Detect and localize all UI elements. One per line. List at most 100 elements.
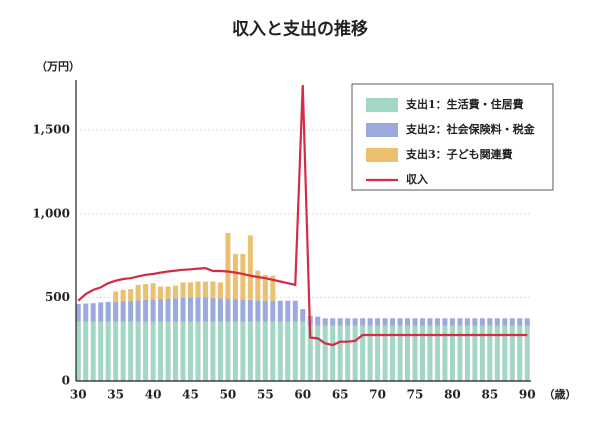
bar-segment	[240, 299, 246, 322]
x-tick-label: 60	[294, 388, 311, 402]
chart-title: 収入と支出の推移	[232, 19, 368, 40]
bar-segment	[457, 318, 463, 326]
x-tick-label: 70	[369, 388, 386, 402]
bar-segment	[352, 325, 358, 381]
bar-segment	[262, 321, 268, 381]
x-tick-label: 40	[145, 388, 162, 402]
legend-swatch	[366, 98, 398, 112]
bar-segment	[322, 325, 328, 381]
bar-segment	[412, 325, 418, 381]
bar-segment	[187, 321, 193, 381]
x-tick-label: 80	[444, 388, 461, 402]
bar-segment	[135, 300, 141, 322]
bar-segment	[150, 321, 156, 381]
legend-label: 支出1：生活費・住居費	[405, 97, 524, 111]
bar-segment	[352, 318, 358, 326]
bar-segment	[285, 300, 291, 322]
bar-segment	[487, 318, 493, 326]
bar-segment	[143, 321, 149, 381]
bar-segment	[419, 318, 425, 326]
bar-segment	[442, 325, 448, 381]
bar-segment	[434, 325, 440, 381]
bar-segment	[412, 318, 418, 326]
bar-segment	[345, 325, 351, 381]
bar-segment	[83, 321, 89, 381]
bar-segment	[180, 297, 186, 322]
x-tick-label: 35	[107, 388, 124, 402]
bar-segment	[517, 318, 523, 326]
bar-segment	[143, 284, 149, 300]
bar-segment	[330, 325, 336, 381]
bar-segment	[509, 318, 515, 326]
bar-segment	[240, 253, 246, 300]
bar-segment	[487, 325, 493, 381]
bar-segment	[232, 321, 238, 381]
bar-segment	[128, 289, 134, 301]
bar-segment	[517, 325, 523, 381]
bar-segment	[427, 318, 433, 326]
bar-segment	[173, 321, 179, 381]
bar-segment	[75, 321, 81, 381]
bar-segment	[143, 299, 149, 322]
bar-segment	[232, 253, 238, 300]
bar-segment	[427, 325, 433, 381]
bar-segment	[210, 297, 216, 322]
legend-label: 収入	[406, 173, 428, 186]
legend-swatch	[366, 148, 398, 162]
bar-segment	[165, 298, 171, 322]
bar-segment	[158, 299, 164, 322]
y-tick-label: 0	[62, 374, 70, 388]
y-tick-label: 1,500	[32, 123, 70, 137]
bar-segment	[315, 325, 321, 381]
bar-segment	[158, 321, 164, 381]
bar-segment	[98, 302, 104, 322]
bar-segment	[502, 325, 508, 381]
bar-segment	[270, 275, 276, 301]
bar-segment	[225, 233, 231, 299]
bar-segment	[135, 284, 141, 301]
bar-segment	[292, 321, 298, 381]
bar-segment	[337, 318, 343, 326]
bar-segment	[75, 304, 81, 322]
bar-segment	[479, 325, 485, 381]
x-axis-label: （歳）	[544, 387, 577, 401]
bar-segment	[202, 281, 208, 298]
bar-segment	[322, 318, 328, 326]
bar-segment	[173, 298, 179, 322]
x-tick-label: 55	[257, 388, 274, 402]
bar-segment	[120, 301, 126, 322]
bar-segment	[105, 321, 111, 381]
bar-segment	[195, 297, 201, 322]
bar-segment	[217, 282, 223, 299]
bar-segment	[270, 321, 276, 381]
bar-segment	[113, 291, 119, 302]
bar-segment	[270, 300, 276, 322]
bar-segment	[150, 299, 156, 322]
bar-segment	[397, 325, 403, 381]
bar-segment	[217, 298, 223, 322]
bar-segment	[330, 318, 336, 326]
bar-segment	[285, 321, 291, 381]
y-axis-label: （万円）	[36, 60, 80, 73]
bar-segment	[105, 301, 111, 322]
y-tick-label: 500	[45, 290, 70, 304]
bar-segment	[277, 321, 283, 381]
bar-segment	[113, 321, 119, 381]
bar-segment	[449, 318, 455, 326]
bar-segment	[90, 303, 96, 322]
bar-segment	[202, 321, 208, 381]
bar-segment	[98, 321, 104, 381]
bar-segment	[367, 325, 373, 381]
bar-segment	[315, 316, 321, 326]
bar-segment	[307, 325, 313, 381]
bar-segment	[128, 321, 134, 381]
bar-segment	[202, 297, 208, 322]
bar-segment	[262, 300, 268, 322]
bar-segment	[180, 321, 186, 381]
bar-segment	[247, 235, 253, 300]
bar-segment	[390, 318, 396, 326]
legend-swatch	[366, 123, 398, 137]
bar-segment	[360, 325, 366, 381]
bar-segment	[128, 300, 134, 322]
